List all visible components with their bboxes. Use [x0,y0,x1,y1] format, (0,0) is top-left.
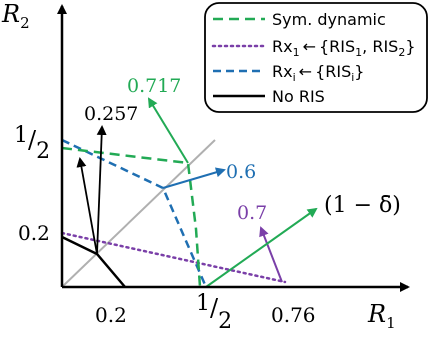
label-0-257: 0.257 [84,103,138,125]
legend-label-no-ris: No RIS [272,87,325,106]
black-arrow-short [76,157,98,255]
y-axis-label: R2 [1,0,30,32]
legend-item-rxi: Rxi ← {RISi} [213,62,364,84]
x-axis-label-sub: 1 [386,314,396,332]
x-tick-half-num: 1 [196,291,210,316]
purple-arrow [259,226,283,283]
y-tick-0-2: 0.2 [18,221,50,245]
sym-dynamic-curve [61,146,202,288]
symmetry-line [61,139,216,288]
label-0-7: 0.7 [237,202,267,224]
legend-item-rx1: Rx1 ← {RIS1, RIS2} [211,37,416,59]
y-axis-label-sub: 2 [20,14,30,32]
label-0-6: 0.6 [226,161,256,183]
black-arrow-long [96,125,107,255]
label-one-minus-delta: (1 − δ̄) [324,193,401,218]
legend-label-rxi: Rxi ← {RISi} [272,62,364,84]
y-tick-half-den: 2 [36,139,50,164]
x-tick-0-76: 0.76 [271,303,316,327]
x-tick-0-2: 0.2 [95,303,127,327]
label-0-717: 0.717 [127,75,181,97]
y-tick-half: 1/2 [14,123,50,164]
legend-label-rx1: Rx1 ← {RIS1, RIS2} [272,37,416,59]
green-arrow-right [205,207,318,288]
legend: Sym. dynamic Rx1 ← {RIS1, RIS2} Rxi ← {RISi}… [204,2,428,113]
blue-arrow [162,167,226,189]
x-tick-half: 1/2 [196,291,232,334]
green-arrow-top [147,97,189,164]
y-tick-half-slash: / [28,126,37,154]
x-axis-label: R1 [367,300,396,332]
legend-box [204,2,428,113]
x-tick-half-den: 2 [218,309,232,334]
y-tick-half-num: 1 [14,123,28,148]
rx1-both-ris-curve [60,231,287,284]
legend-label-sym-dynamic: Sym. dynamic [272,10,386,29]
legend-item-sym-dynamic: Sym. dynamic [213,10,386,29]
x-tick-half-slash: / [210,294,219,322]
legend-item-no-ris: No RIS [213,87,325,106]
